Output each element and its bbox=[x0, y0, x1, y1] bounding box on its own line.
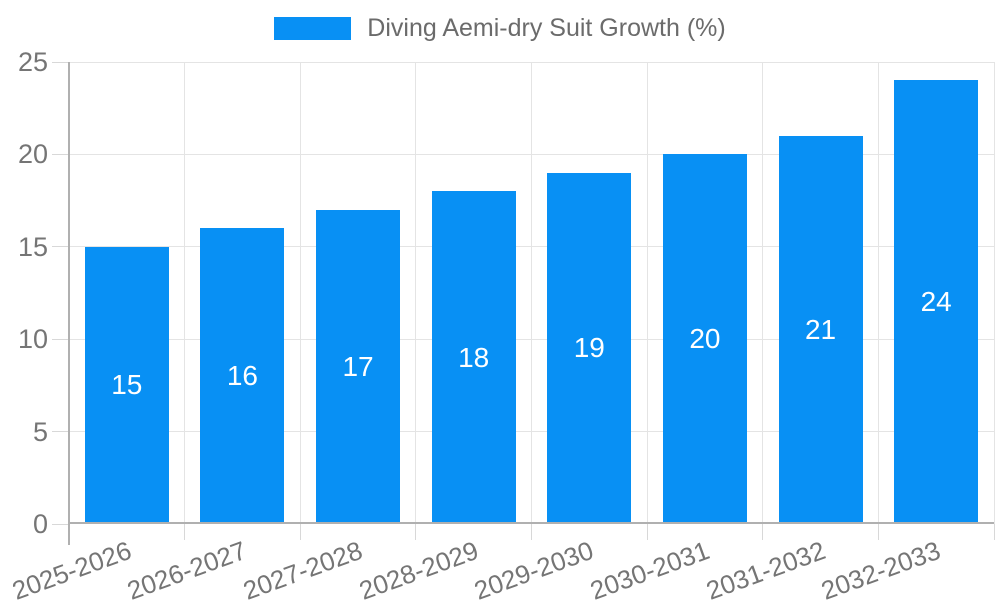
gridline-vertical bbox=[531, 62, 532, 524]
y-axis-tick-mark bbox=[52, 153, 68, 155]
gridline-vertical bbox=[415, 62, 417, 524]
x-axis-tick-label: 2030-2031 bbox=[586, 535, 714, 600]
bar: 17 bbox=[316, 209, 401, 524]
bar-value-label: 20 bbox=[689, 323, 721, 355]
bar: 18 bbox=[431, 191, 516, 524]
bar-value-label: 16 bbox=[226, 360, 259, 392]
x-axis-tick-label: 2027-2028 bbox=[239, 535, 367, 600]
gridline-vertical bbox=[877, 62, 879, 524]
bar-value-label: 15 bbox=[111, 369, 143, 401]
y-axis-tick-mark bbox=[52, 523, 68, 525]
x-axis-tick-label: 2032-2033 bbox=[817, 535, 945, 600]
y-axis-tick-label: 15 bbox=[17, 231, 48, 262]
y-axis-tick-label: 0 bbox=[32, 509, 48, 539]
bar: 21 bbox=[778, 135, 863, 524]
y-axis-tick-label: 25 bbox=[17, 47, 48, 77]
y-axis-tick-mark bbox=[52, 431, 68, 433]
bar-value-label: 24 bbox=[920, 286, 952, 318]
y-axis-tick-mark bbox=[52, 61, 68, 63]
bar: 16 bbox=[200, 228, 285, 524]
gridline-vertical bbox=[646, 62, 648, 524]
x-axis-tick-mark bbox=[299, 524, 301, 540]
x-axis-tick-label: 2028-2029 bbox=[354, 535, 482, 600]
y-axis-tick-label: 20 bbox=[17, 139, 48, 170]
bar: 20 bbox=[662, 154, 747, 524]
x-axis-tick-label: 2029-2030 bbox=[470, 535, 598, 600]
bar: 19 bbox=[547, 172, 632, 524]
y-axis-tick-label: 10 bbox=[17, 324, 48, 355]
x-axis-tick-mark bbox=[646, 524, 648, 540]
x-axis-tick-label: 2025-2026 bbox=[7, 535, 136, 600]
legend-swatch bbox=[274, 17, 352, 40]
bar-value-label: 21 bbox=[804, 313, 837, 345]
gridline-vertical bbox=[993, 62, 995, 524]
x-axis-tick-label: 2031-2032 bbox=[701, 535, 829, 600]
bar-value-label: 19 bbox=[573, 332, 605, 364]
x-axis-tick-mark bbox=[993, 524, 995, 540]
bar: 24 bbox=[894, 80, 979, 524]
bar-value-label: 17 bbox=[342, 350, 374, 382]
bar-value-label: 18 bbox=[458, 341, 490, 373]
x-axis-tick-mark bbox=[877, 524, 879, 540]
y-axis-line bbox=[68, 62, 70, 545]
x-axis-tick-mark bbox=[184, 524, 186, 540]
x-axis-tick-label: 2026-2027 bbox=[123, 535, 251, 600]
gridline-vertical bbox=[299, 62, 301, 524]
y-axis-tick-mark bbox=[52, 246, 68, 248]
legend-label: Diving Aemi-dry Suit Growth (%) bbox=[367, 14, 726, 42]
y-axis-tick-label: 5 bbox=[32, 416, 48, 447]
chart-legend: Diving Aemi-dry Suit Growth (%) bbox=[0, 14, 1000, 43]
gridline-vertical bbox=[184, 62, 186, 524]
x-axis-tick-mark bbox=[531, 524, 532, 540]
x-axis-tick-mark bbox=[762, 524, 764, 540]
gridline-vertical bbox=[762, 62, 764, 524]
x-axis-line bbox=[69, 522, 994, 524]
bar: 15 bbox=[84, 246, 169, 524]
x-axis-tick-mark bbox=[415, 524, 417, 540]
plot-area: 15 16 17 18 19 20 21 24 bbox=[52, 61, 995, 545]
y-axis-tick-mark bbox=[52, 338, 68, 340]
